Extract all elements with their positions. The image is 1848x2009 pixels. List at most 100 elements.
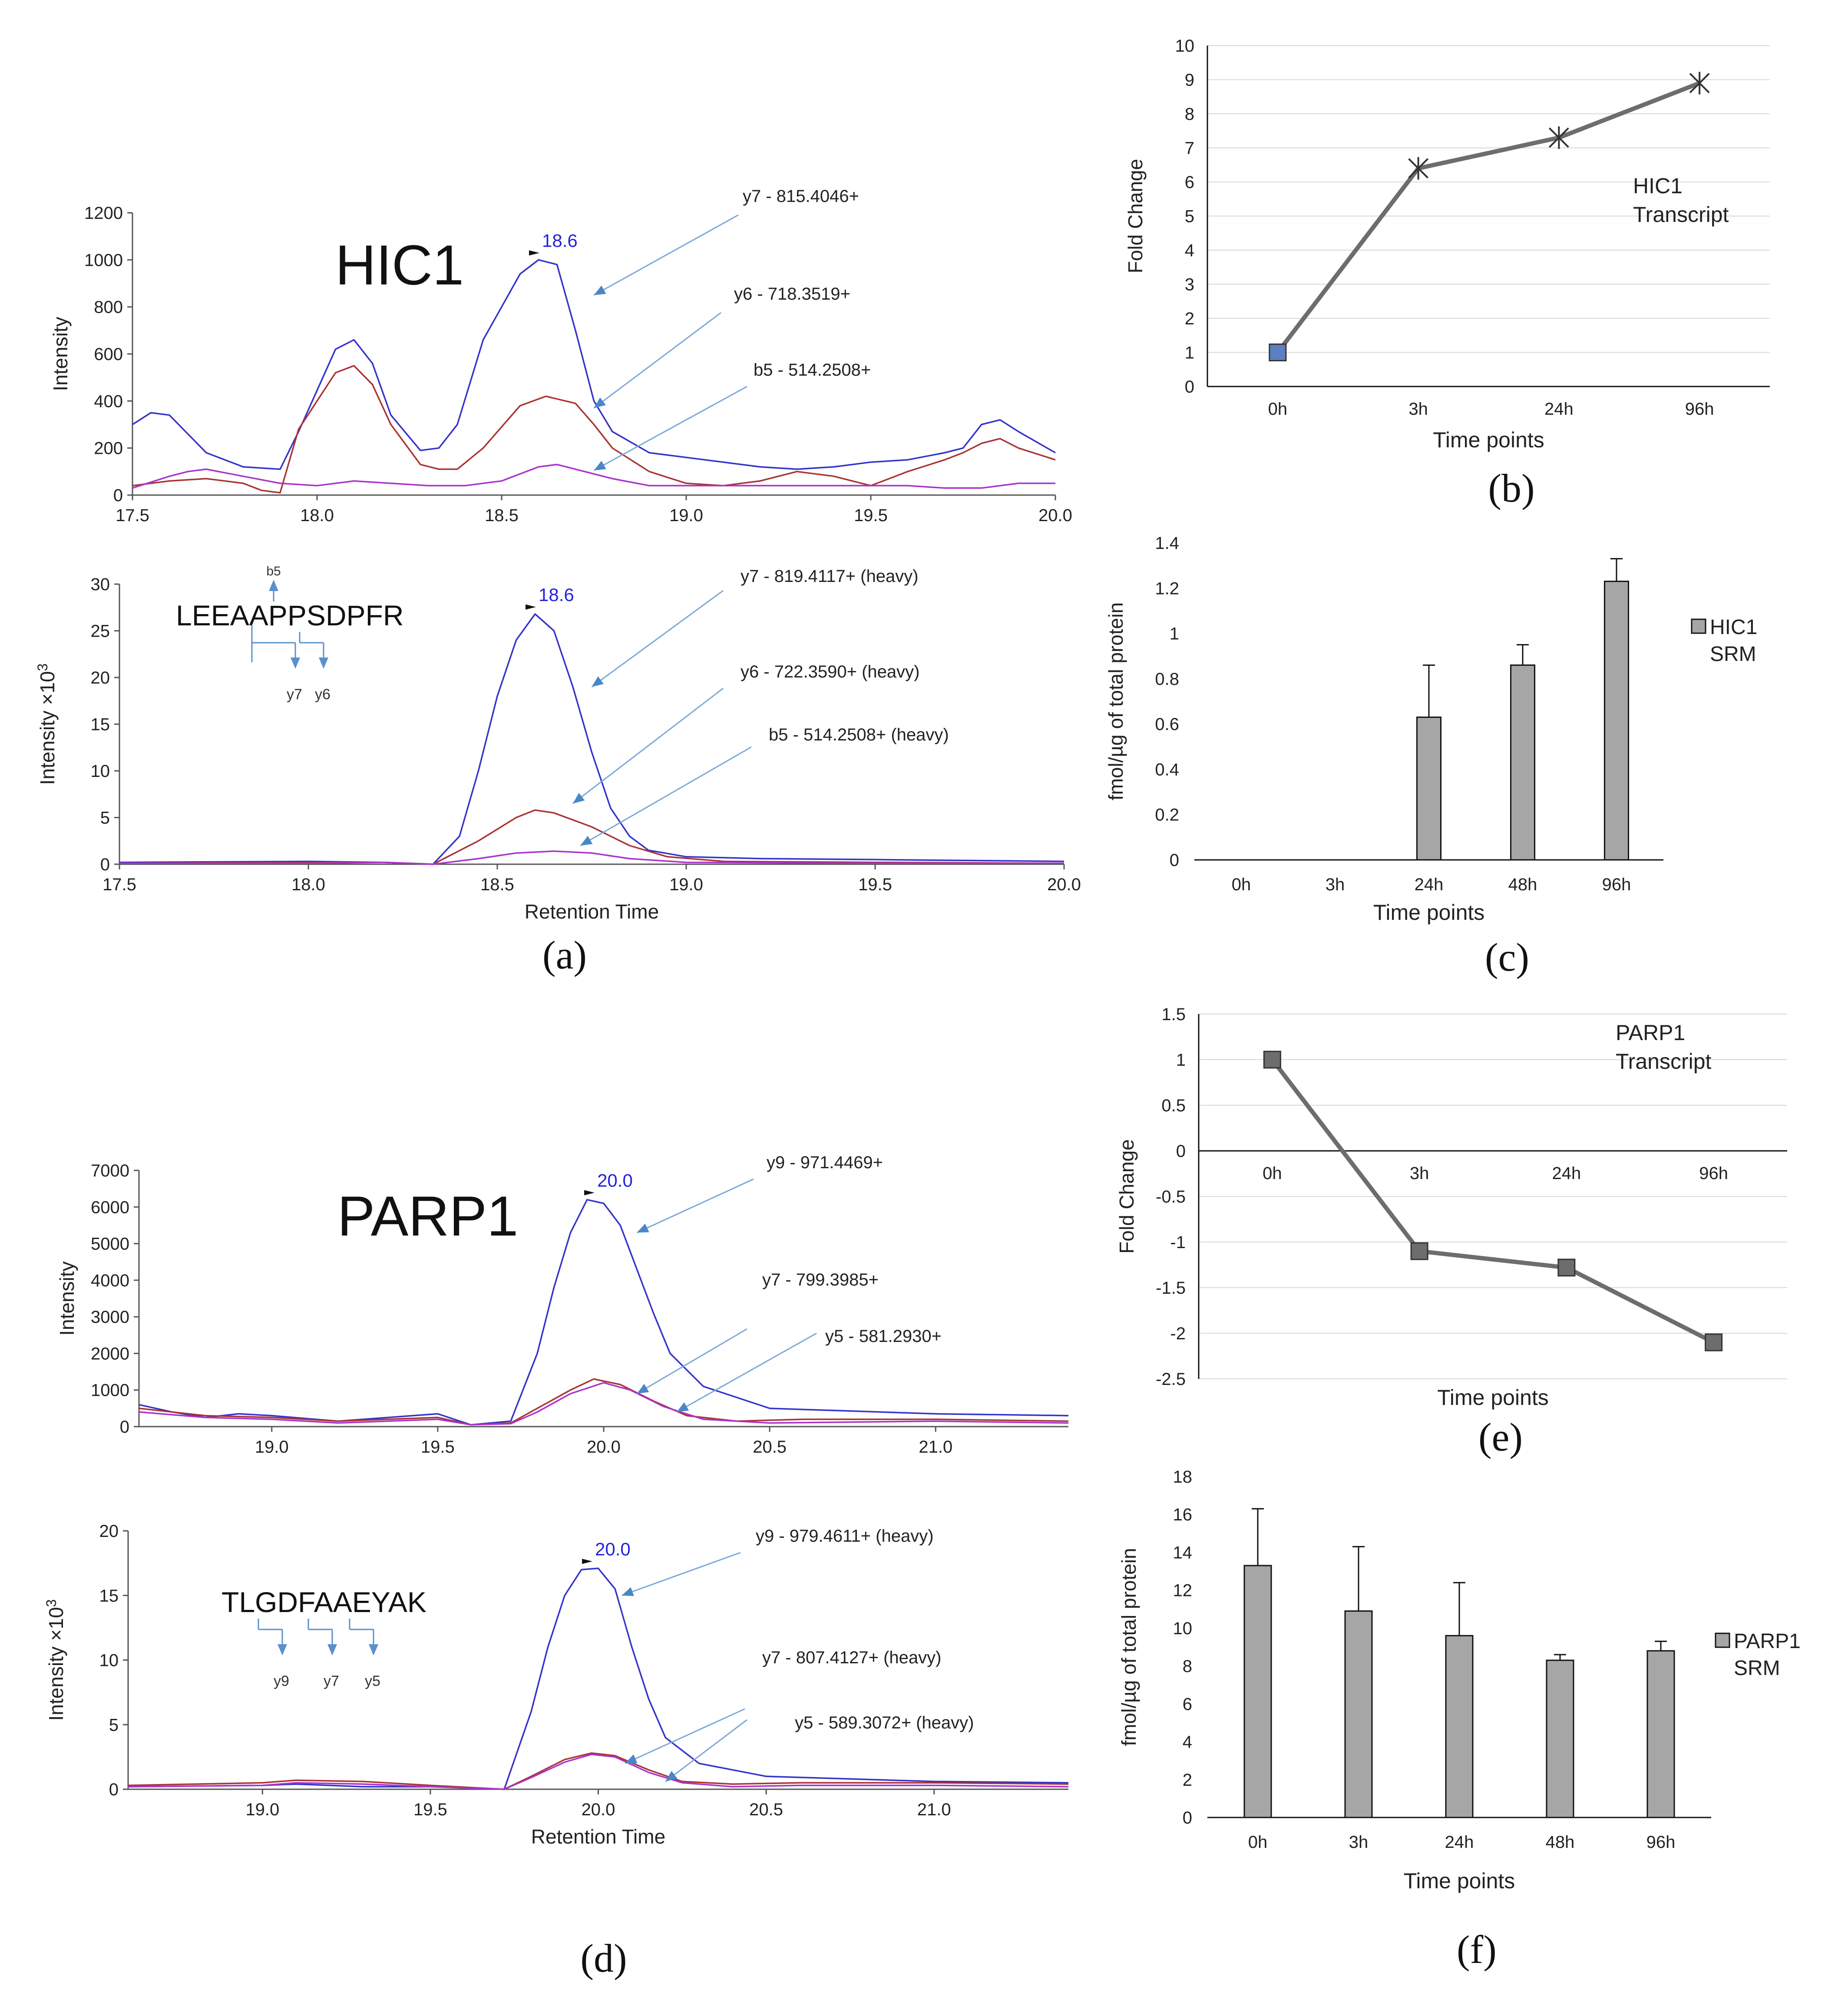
annotation-arrowhead-3	[665, 1771, 678, 1782]
series-line-3	[132, 463, 1055, 489]
series-line-2	[139, 1378, 1069, 1426]
x-tick-label: 96h	[1602, 875, 1631, 894]
series-line	[1276, 81, 1700, 354]
fragment-arrowhead	[369, 1644, 378, 1655]
y-tick-label: -2	[1170, 1324, 1186, 1343]
y-tick-label: 10	[1175, 36, 1195, 56]
annotation-arrowhead-2	[625, 1754, 638, 1764]
y-tick-label: 0	[1176, 1142, 1186, 1161]
x-tick-label: 3h	[1326, 875, 1345, 894]
x-tick-label: 0h	[1248, 1833, 1268, 1852]
y-tick-label: 30	[91, 575, 110, 594]
y-tick-label: 400	[94, 392, 123, 411]
panel-label-b: (b)	[1488, 466, 1534, 510]
y-tick-label: 18	[1173, 1467, 1193, 1487]
bar	[1344, 1610, 1373, 1818]
x-tick-label: 18.0	[291, 875, 325, 894]
y-tick-label: 20	[99, 1522, 119, 1541]
y-tick-label: 2	[1183, 1771, 1192, 1790]
x-tick-label: 96h	[1685, 400, 1714, 419]
fragment-label: y5	[365, 1673, 380, 1689]
y-tick-label: 0	[1185, 377, 1194, 397]
chart-title-line: Transcript	[1616, 1049, 1712, 1074]
y-tick-label: 16	[1173, 1505, 1193, 1524]
chart-a-heavy: 0 5 10 15 20 25 30 17.5 18.0 18.5 19.0 19.5 20.0 Inte…	[35, 564, 1081, 923]
y-axis-label: fmol/µg of total protein	[1117, 1548, 1140, 1746]
x-axis-label: Retention Time	[525, 900, 659, 923]
y-tick-label: 8	[1183, 1657, 1192, 1676]
annotation-arrowhead-1	[622, 1587, 634, 1596]
peak-rt-label: 18.6	[542, 230, 578, 251]
annotation-arrowhead-2	[594, 397, 606, 408]
x-tick-label: 21.0	[919, 1437, 952, 1457]
x-tick-label: 19.5	[421, 1437, 455, 1457]
x-tick-label: 17.5	[102, 875, 136, 894]
y-tick-label: 0	[1170, 851, 1179, 870]
series-line-3	[119, 850, 1064, 865]
annotation-arrow-1	[622, 1552, 741, 1596]
data-point	[1705, 1333, 1723, 1351]
chart-a-light: 0 200 400 600 800 1000 1200 17.5 18.0 18.5 19.0 19.…	[49, 187, 1072, 525]
annotation-arrowhead-1	[594, 285, 606, 295]
series-line-3	[128, 1753, 1069, 1790]
x-tick-label: 0h	[1232, 875, 1251, 894]
annotation-arrowhead-1	[592, 676, 604, 687]
data-point	[1269, 344, 1287, 361]
series-line-3	[139, 1382, 1069, 1426]
annotation-arrowhead-2	[573, 793, 585, 804]
x-tick-label: 19.5	[854, 506, 888, 525]
legend-label-line: PARP1	[1734, 1630, 1801, 1653]
x-tick-label: 20.0	[582, 1800, 615, 1819]
transition-label-1: y7 - 819.4117+ (heavy)	[741, 567, 919, 586]
series-line-2	[132, 365, 1056, 494]
y-tick-label: 3000	[91, 1308, 129, 1327]
bar	[1546, 1659, 1574, 1818]
y-tick-label: 1000	[91, 1381, 129, 1400]
data-point	[1557, 1259, 1576, 1277]
y-tick-label: 6	[1183, 1695, 1192, 1714]
series-line-2	[128, 1752, 1069, 1790]
bar	[1416, 717, 1441, 861]
data-point	[1263, 1051, 1281, 1069]
y-tick-label: 1200	[84, 204, 123, 223]
y-tick-label: 0	[109, 1780, 119, 1799]
x-tick-label: 3h	[1349, 1833, 1369, 1852]
y-axis-label: Fold Change	[1115, 1139, 1138, 1253]
bar	[1445, 1635, 1474, 1818]
panel-label-d: (d)	[580, 1936, 627, 1980]
x-tick-label: 24h	[1415, 875, 1444, 894]
x-tick-label: 20.0	[1038, 506, 1072, 525]
x-tick-label: 24h	[1552, 1164, 1581, 1183]
x-tick-label: 3h	[1408, 400, 1428, 419]
y-tick-label: 1000	[84, 251, 123, 270]
legend-label-line: SRM	[1710, 643, 1756, 666]
y-tick-label: 1.5	[1161, 1005, 1186, 1024]
transition-label-2: y6 - 718.3519+	[734, 284, 850, 304]
x-tick-label: 20.5	[753, 1437, 787, 1457]
x-axis-label: Time points	[1373, 900, 1485, 925]
data-point	[1410, 1242, 1428, 1260]
x-tick-label: 24h	[1445, 1833, 1474, 1852]
annotation-arrow-3	[676, 1332, 817, 1413]
x-tick-label: 48h	[1508, 875, 1537, 894]
x-axis-label: Retention Time	[531, 1825, 665, 1848]
transition-label-3: b5 - 514.2508+ (heavy)	[769, 725, 949, 744]
y-axis-label: Intensity ×103	[35, 664, 59, 785]
y-tick-label: 15	[91, 715, 110, 734]
transition-label-1: y9 - 979.4611+ (heavy)	[756, 1527, 934, 1546]
fragment-label: y7	[287, 686, 302, 703]
fragment-arrowhead	[269, 580, 278, 591]
y-axis-label: Fold Change	[1124, 159, 1147, 273]
y-axis-label: Intensity	[49, 317, 72, 391]
bar	[1243, 1565, 1272, 1818]
y-tick-label: 4	[1185, 241, 1194, 260]
panel-label-c: (c)	[1485, 935, 1529, 979]
x-tick-label: 0h	[1263, 1164, 1282, 1183]
annotation-arrow-2	[636, 1328, 747, 1394]
transition-label-3: y5 - 589.3072+ (heavy)	[795, 1713, 974, 1732]
x-tick-label: 17.5	[116, 506, 149, 525]
x-tick-label: 18.0	[300, 506, 334, 525]
bar	[1604, 581, 1629, 861]
y-tick-label: 7000	[91, 1161, 129, 1180]
